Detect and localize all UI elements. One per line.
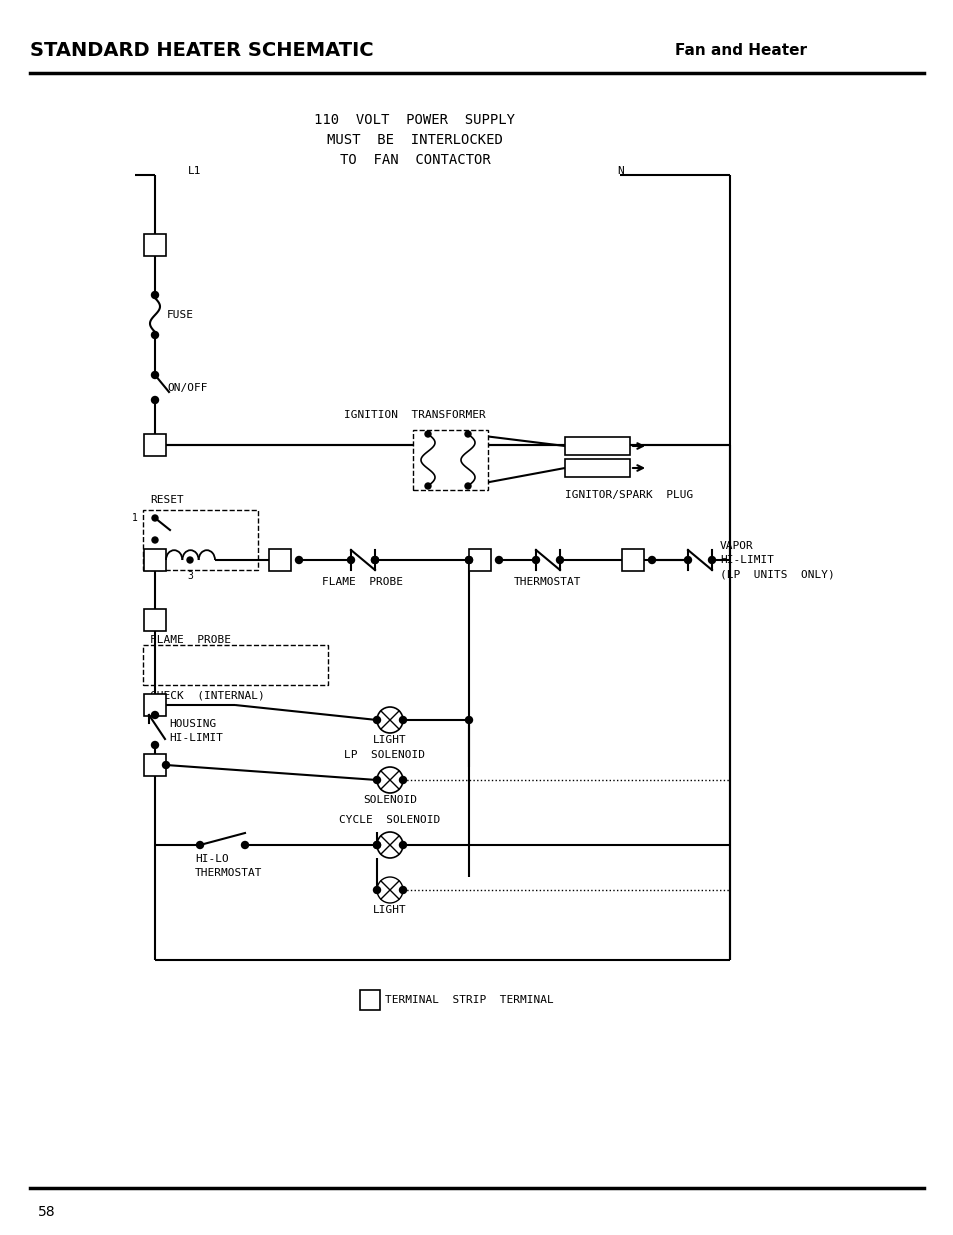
Circle shape (376, 877, 402, 903)
Circle shape (465, 716, 472, 724)
Text: 1: 1 (367, 995, 373, 1005)
Circle shape (464, 431, 471, 437)
Circle shape (152, 372, 158, 378)
Text: 110  VOLT  POWER  SUPPLY: 110 VOLT POWER SUPPLY (314, 112, 515, 127)
Text: 7: 7 (152, 760, 158, 769)
Text: 3: 3 (187, 571, 193, 580)
Bar (564, 459, 629, 477)
Text: HI-LIMIT: HI-LIMIT (720, 555, 773, 564)
Circle shape (152, 711, 158, 719)
Bar (143, 510, 257, 571)
Text: HI-LIMIT: HI-LIMIT (169, 734, 223, 743)
Circle shape (648, 557, 655, 563)
Bar (144, 433, 166, 456)
Circle shape (464, 483, 471, 489)
Circle shape (465, 557, 472, 563)
Bar (143, 645, 328, 685)
Circle shape (187, 557, 193, 563)
Text: 58: 58 (38, 1205, 55, 1219)
Text: 1: 1 (152, 240, 158, 249)
Circle shape (399, 777, 406, 783)
Circle shape (152, 396, 158, 404)
Bar (469, 550, 491, 571)
Bar (144, 550, 166, 571)
Circle shape (424, 483, 431, 489)
Text: STANDARD HEATER SCHEMATIC: STANDARD HEATER SCHEMATIC (30, 41, 374, 59)
Circle shape (295, 557, 302, 563)
Circle shape (495, 557, 502, 563)
Bar (413, 430, 488, 490)
Circle shape (152, 537, 158, 543)
Circle shape (399, 887, 406, 893)
Text: MUST  BE  INTERLOCKED: MUST BE INTERLOCKED (327, 133, 502, 147)
Circle shape (376, 767, 402, 793)
Text: 1: 1 (132, 513, 138, 522)
Bar (144, 233, 166, 256)
Text: 6: 6 (152, 700, 158, 710)
Text: 8: 8 (629, 555, 636, 564)
Circle shape (241, 841, 248, 848)
Text: LP  SOLENOID: LP SOLENOID (344, 750, 425, 760)
Bar (621, 550, 643, 571)
Circle shape (374, 887, 380, 893)
Text: 4: 4 (152, 615, 158, 625)
Text: FLAME  PROBE: FLAME PROBE (150, 635, 231, 645)
Text: FUSE: FUSE (167, 310, 193, 320)
Circle shape (347, 557, 355, 563)
Text: THERMOSTAT: THERMOSTAT (514, 577, 581, 587)
Text: 3: 3 (276, 555, 283, 564)
Text: FLAME  PROBE: FLAME PROBE (322, 577, 403, 587)
Text: 4: 4 (152, 555, 158, 564)
Text: RESET: RESET (150, 495, 184, 505)
Circle shape (162, 762, 170, 768)
Circle shape (376, 832, 402, 858)
Circle shape (374, 841, 380, 848)
Text: SOLENOID: SOLENOID (363, 795, 416, 805)
Circle shape (556, 557, 563, 563)
Text: LIGHT: LIGHT (373, 735, 406, 745)
Text: 5: 5 (476, 555, 483, 564)
Bar (564, 437, 629, 454)
Bar (359, 990, 379, 1010)
Bar (144, 694, 166, 716)
Bar (144, 755, 166, 776)
Circle shape (374, 841, 380, 848)
Text: IGNITOR/SPARK  PLUG: IGNITOR/SPARK PLUG (564, 490, 693, 500)
Text: L1: L1 (188, 165, 201, 177)
Circle shape (152, 515, 158, 521)
Circle shape (399, 716, 406, 724)
Text: TO  FAN  CONTACTOR: TO FAN CONTACTOR (339, 153, 490, 167)
Bar (269, 550, 291, 571)
Text: HOUSING: HOUSING (169, 719, 216, 729)
Text: ON/OFF: ON/OFF (167, 383, 208, 393)
Circle shape (374, 716, 380, 724)
Text: VAPOR: VAPOR (720, 541, 753, 551)
Text: (LP  UNITS  ONLY): (LP UNITS ONLY) (720, 569, 834, 579)
Circle shape (532, 557, 539, 563)
Circle shape (424, 431, 431, 437)
Text: N: N (617, 165, 623, 177)
Text: CYCLE  SOLENOID: CYCLE SOLENOID (339, 815, 440, 825)
Text: 2: 2 (152, 440, 158, 450)
Circle shape (399, 841, 406, 848)
Circle shape (376, 706, 402, 734)
Text: HI-LO: HI-LO (194, 853, 229, 864)
Circle shape (196, 841, 203, 848)
Circle shape (152, 331, 158, 338)
Circle shape (708, 557, 715, 563)
Text: CHECK  (INTERNAL): CHECK (INTERNAL) (150, 690, 265, 700)
Circle shape (152, 741, 158, 748)
Circle shape (371, 557, 378, 563)
Circle shape (371, 557, 378, 563)
Text: THERMOSTAT: THERMOSTAT (194, 868, 262, 878)
Bar (144, 609, 166, 631)
Circle shape (374, 777, 380, 783)
Text: LIGHT: LIGHT (373, 905, 406, 915)
Text: IGNITION  TRANSFORMER: IGNITION TRANSFORMER (344, 410, 485, 420)
Circle shape (465, 557, 472, 563)
Text: TERMINAL  STRIP  TERMINAL: TERMINAL STRIP TERMINAL (385, 995, 553, 1005)
Circle shape (684, 557, 691, 563)
Circle shape (152, 291, 158, 299)
Text: Fan and Heater: Fan and Heater (675, 42, 806, 58)
